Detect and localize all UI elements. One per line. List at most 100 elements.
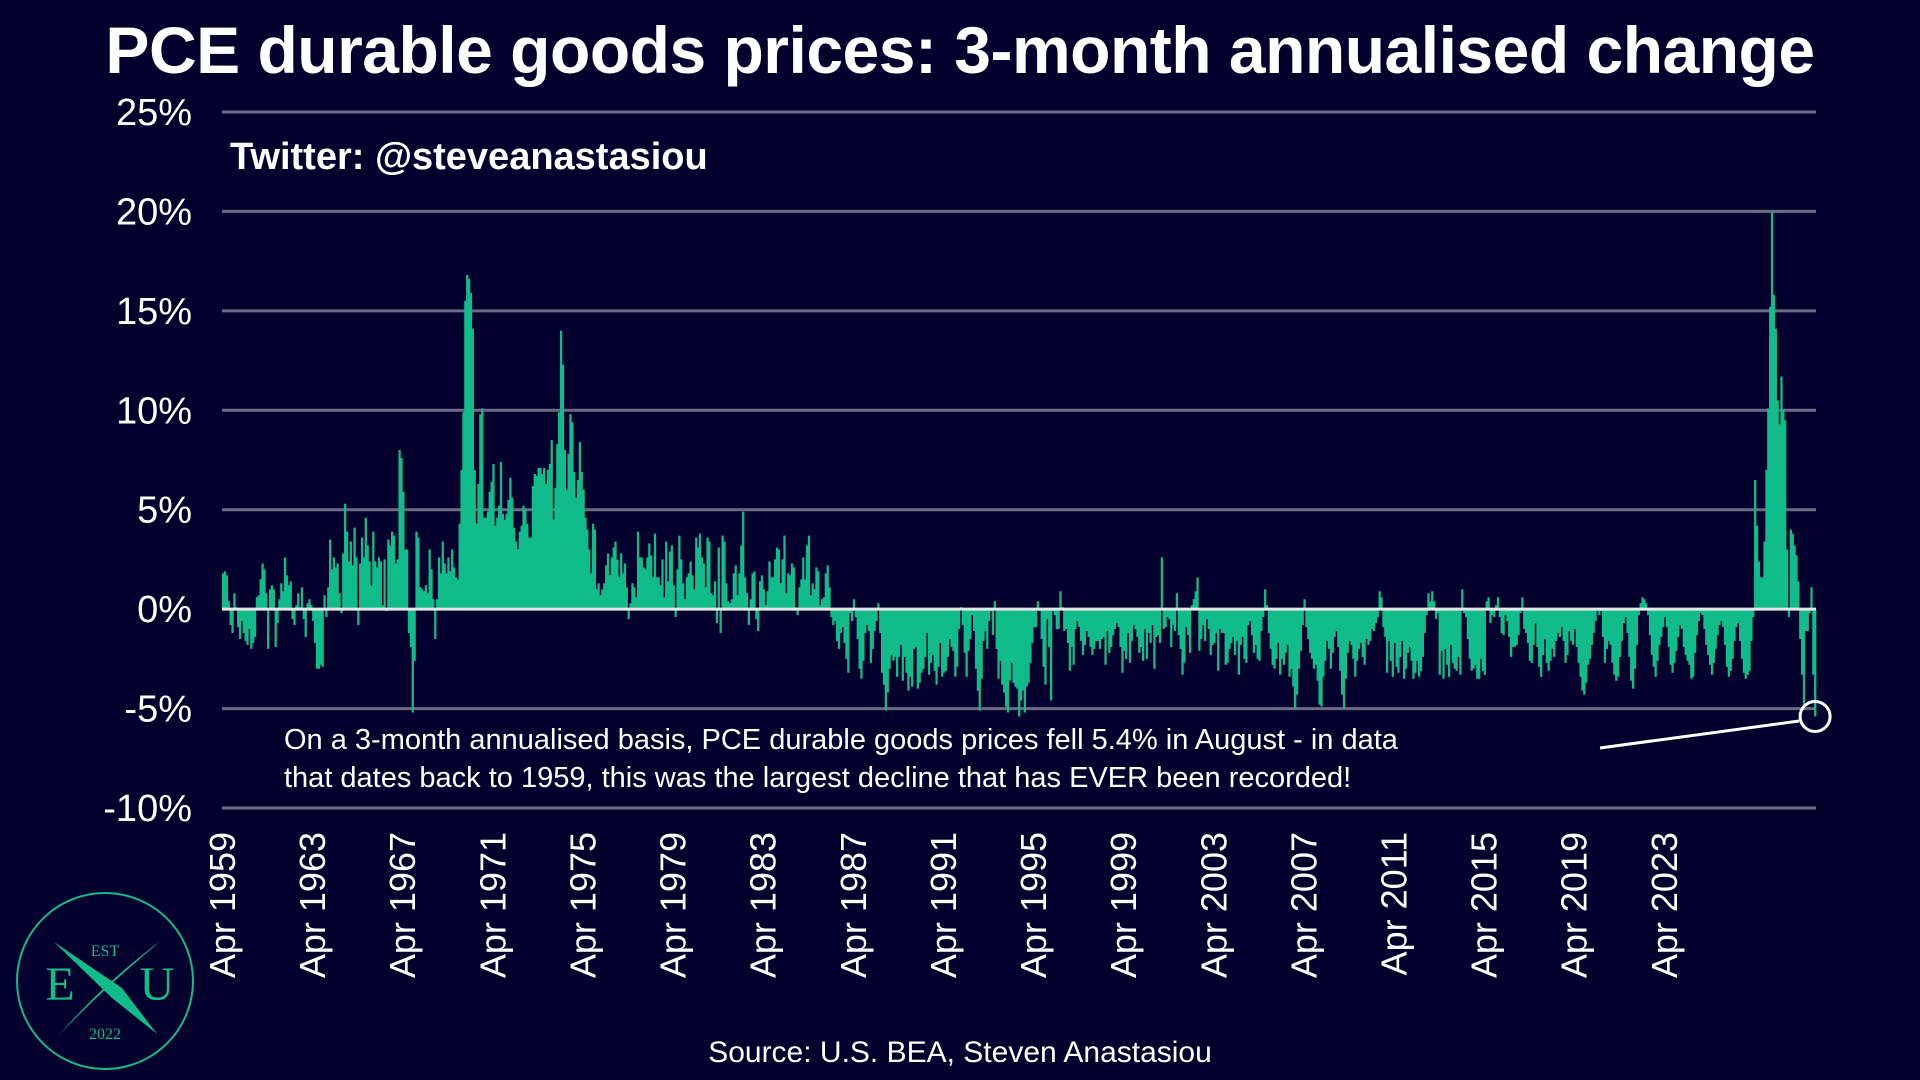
bar (1513, 609, 1516, 647)
bar (1463, 609, 1466, 614)
bar (1648, 609, 1652, 635)
bar (849, 609, 852, 614)
bar (1297, 609, 1301, 669)
bar (317, 609, 321, 669)
bar (1115, 609, 1118, 624)
bar (811, 583, 814, 610)
bar (1767, 408, 1770, 610)
bar (1220, 609, 1224, 633)
bar (244, 609, 247, 641)
bar (837, 609, 841, 649)
bar (424, 585, 428, 610)
bar (1241, 609, 1244, 637)
bar (1453, 609, 1456, 669)
bar (687, 573, 690, 610)
bar (789, 575, 792, 610)
bar (1423, 609, 1426, 633)
chart-title: PCE durable goods prices: 3-month annual… (105, 13, 1815, 87)
bar (1292, 609, 1295, 687)
bar (458, 523, 461, 610)
bar (948, 609, 951, 639)
bar (1705, 609, 1708, 645)
bar (976, 609, 980, 691)
bar (593, 529, 597, 610)
logo-ring (16, 892, 194, 1070)
x-tick-label: Apr 1975 (562, 832, 603, 978)
bar (1305, 609, 1308, 628)
bar (1769, 306, 1772, 610)
bar (323, 595, 326, 610)
bar (631, 583, 634, 610)
bar (952, 609, 955, 651)
bar (1474, 609, 1477, 665)
bar (706, 537, 709, 610)
bar (742, 511, 745, 610)
bar (1108, 609, 1111, 653)
bar (1036, 601, 1040, 610)
bar (657, 577, 660, 610)
bar (1275, 609, 1278, 659)
bar (1714, 609, 1717, 649)
bar (1014, 609, 1017, 687)
bar (890, 609, 893, 655)
bar (411, 609, 414, 713)
bar (1725, 609, 1729, 667)
bar (488, 491, 491, 610)
bar (1222, 609, 1225, 633)
bar (366, 545, 369, 610)
bar (1566, 609, 1569, 655)
bar (1371, 609, 1374, 630)
bar (1258, 609, 1261, 661)
bar (697, 547, 700, 610)
bar (766, 591, 769, 610)
bar (674, 609, 677, 618)
bar (574, 497, 578, 610)
bar (1489, 609, 1492, 624)
bar (1538, 609, 1541, 667)
bar (1138, 609, 1141, 653)
bar (1128, 609, 1132, 663)
bar (250, 609, 253, 649)
bar (1166, 609, 1169, 618)
bar (1446, 609, 1449, 665)
bar (492, 463, 495, 610)
bar (1511, 609, 1515, 647)
bar (246, 609, 249, 645)
bar (625, 587, 628, 610)
bar (997, 609, 1000, 679)
bar (1540, 609, 1543, 677)
bar (875, 609, 878, 622)
bar (648, 543, 651, 610)
bar (832, 609, 835, 626)
bar (841, 609, 844, 628)
bar (287, 585, 290, 610)
bar (552, 519, 555, 610)
bar (738, 573, 741, 610)
bar (884, 609, 888, 711)
bar (605, 565, 608, 610)
bar (1611, 609, 1614, 663)
bar (1230, 609, 1233, 643)
bar (1585, 609, 1588, 683)
bar (1215, 609, 1218, 633)
bar (597, 583, 600, 610)
bar (1312, 609, 1316, 669)
bar (1545, 609, 1548, 663)
bar (1504, 609, 1507, 616)
bar (995, 609, 998, 649)
bar (1080, 609, 1083, 641)
bar (396, 559, 399, 610)
bar (1519, 609, 1522, 614)
bar (1688, 609, 1691, 665)
bar (1074, 609, 1077, 630)
bar (237, 609, 240, 628)
bar (1365, 609, 1368, 639)
bar (610, 557, 613, 610)
bar (635, 597, 638, 610)
bar (954, 609, 957, 677)
bar (222, 573, 225, 610)
bar (563, 450, 566, 610)
bar (1401, 609, 1404, 641)
bar (443, 563, 446, 610)
bar (824, 573, 827, 610)
